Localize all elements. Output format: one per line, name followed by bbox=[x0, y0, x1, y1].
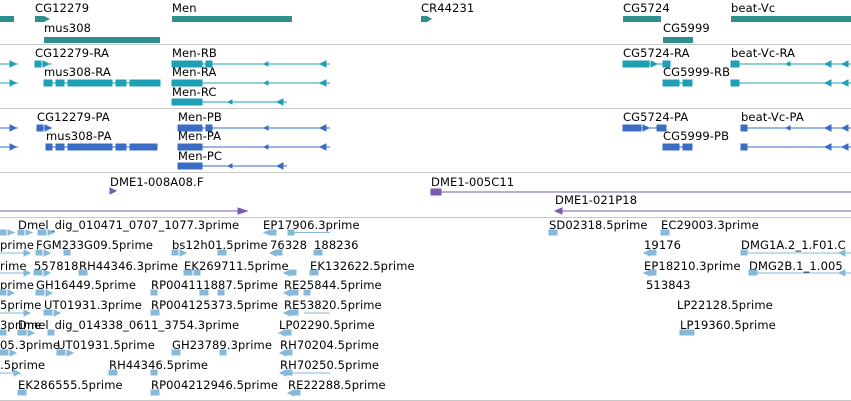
protein-label[interactable]: Men-PC bbox=[178, 149, 223, 163]
est-label[interactable]: 05.3prime bbox=[0, 338, 61, 352]
est-label[interactable]: FGM233G09.5prime bbox=[36, 238, 154, 252]
clone-label[interactable]: DME1-008A08.F bbox=[110, 175, 204, 189]
est-label[interactable]: RH44346.3prime bbox=[79, 259, 179, 273]
est-label[interactable]: UT01931.3prime bbox=[44, 298, 142, 312]
est-label[interactable]: 76328 bbox=[270, 238, 308, 252]
est-label[interactable]: Dmel_dig_014338_0611_3754.3prime bbox=[18, 318, 240, 332]
transcript-glyphs[interactable] bbox=[0, 45, 851, 108]
gene-label[interactable]: CG12279 bbox=[35, 1, 90, 15]
est-label[interactable]: EK286555.5prime bbox=[18, 378, 123, 392]
clone-label[interactable]: DME1-005C11 bbox=[431, 175, 515, 189]
gene-label[interactable]: CG5724 bbox=[623, 1, 670, 15]
gene-label[interactable]: Men bbox=[172, 1, 197, 15]
est-label[interactable]: SD02318.5prime bbox=[549, 218, 648, 232]
clone-label[interactable]: DME1-021P18 bbox=[555, 193, 638, 207]
est-glyphs[interactable] bbox=[0, 218, 851, 401]
clone-glyphs[interactable] bbox=[0, 173, 851, 217]
est-label[interactable]: EP17906.3prime bbox=[263, 218, 360, 232]
est-label[interactable]: EC29003.3prime bbox=[661, 218, 759, 232]
est-label[interactable]: EK269711.5prime bbox=[184, 259, 289, 273]
est-label[interactable]: RP004212946.5prime bbox=[151, 378, 279, 392]
gene-label[interactable]: mus308 bbox=[44, 21, 92, 35]
transcript-label[interactable]: mus308-RA bbox=[44, 65, 111, 79]
est-label[interactable]: .5prime bbox=[0, 358, 46, 372]
est-label[interactable]: RE22288.5prime bbox=[288, 378, 386, 392]
est-label[interactable]: GH16449.5prime bbox=[36, 278, 137, 292]
est-label[interactable]: RH44346.5prime bbox=[109, 358, 209, 372]
protein-label[interactable]: Men-PB bbox=[178, 110, 222, 124]
est-label[interactable]: RE25844.5prime bbox=[284, 278, 382, 292]
track-separator bbox=[0, 44, 851, 45]
est-label[interactable]: bs12h01.5prime bbox=[172, 238, 268, 252]
protein-label[interactable]: CG12279-PA bbox=[37, 110, 110, 124]
transcript-label[interactable]: Men-RB bbox=[172, 46, 217, 60]
est-label[interactable]: GH23789.3prime bbox=[172, 338, 273, 352]
protein-label[interactable]: Men-PA bbox=[178, 129, 222, 143]
est-label[interactable]: 557818 bbox=[34, 259, 79, 273]
est-label[interactable]: 19176 bbox=[644, 238, 682, 252]
est-label[interactable]: LP02290.5prime bbox=[279, 318, 375, 332]
transcript-label[interactable]: CG12279-RA bbox=[35, 46, 110, 60]
genes-track: CG12279 Men CR44231 CG5724 beat-Vc mus30… bbox=[0, 0, 851, 44]
est-label[interactable]: LP22128.5prime bbox=[677, 298, 773, 312]
est-label[interactable]: RP004125373.5prime bbox=[151, 298, 279, 312]
gene-label[interactable]: CR44231 bbox=[421, 1, 475, 15]
est-label[interactable]: RE53820.5prime bbox=[284, 298, 382, 312]
est-label[interactable]: DMG2B.1_1.005 bbox=[749, 259, 843, 273]
est-label[interactable]: RH70250.5prime bbox=[280, 358, 380, 372]
est-label[interactable]: 188236 bbox=[314, 238, 359, 252]
transcript-label[interactable]: Men-RC bbox=[172, 85, 217, 99]
est-label[interactable]: EK132622.5prime bbox=[310, 259, 415, 273]
est-label[interactable]: RH70204.5prime bbox=[280, 338, 380, 352]
est-label[interactable]: EP18210.3prime bbox=[644, 259, 741, 273]
est-label[interactable]: 513843 bbox=[646, 278, 691, 292]
track-separator bbox=[0, 108, 851, 109]
est-label[interactable]: 5prime bbox=[0, 298, 42, 312]
transcript-label[interactable]: Men-RA bbox=[172, 65, 217, 79]
protein-label[interactable]: beat-Vc-PA bbox=[741, 110, 804, 124]
transcript-label[interactable]: beat-Vc-RA bbox=[731, 46, 796, 60]
est-label[interactable]: RP004111887.5prime bbox=[151, 278, 279, 292]
mrna-track: CG12279-RA Men-RB CG5724-RA beat-Vc-RA m… bbox=[0, 45, 851, 108]
protein-label[interactable]: CG5999-PB bbox=[663, 129, 730, 143]
est-label[interactable]: 3prime bbox=[0, 318, 42, 332]
est-label[interactable]: prime bbox=[0, 238, 35, 252]
protein-track: CG12279-PA Men-PB CG5724-PA beat-Vc-PA m… bbox=[0, 109, 851, 172]
est-label[interactable]: Dmel_dig_010471_0707_1077.3prime bbox=[18, 218, 240, 232]
track-separator bbox=[0, 172, 851, 173]
transcript-label[interactable]: CG5724-RA bbox=[623, 46, 690, 60]
est-label[interactable]: DMG1A.2_1.F01.C bbox=[741, 238, 846, 252]
transcript-label[interactable]: CG5999-RB bbox=[663, 65, 731, 79]
clone-track: DME1-008A08.F DME1-005C11 DME1-021P18 bbox=[0, 173, 851, 217]
gene-glyphs[interactable] bbox=[0, 0, 851, 44]
est-label[interactable]: prime bbox=[0, 278, 35, 292]
protein-glyphs[interactable] bbox=[0, 109, 851, 172]
gene-label[interactable]: beat-Vc bbox=[731, 1, 776, 15]
track-separator bbox=[0, 217, 851, 218]
est-label[interactable]: LP19360.5prime bbox=[680, 318, 776, 332]
est-label[interactable]: rime bbox=[0, 259, 27, 273]
protein-label[interactable]: CG5724-PA bbox=[623, 110, 689, 124]
est-track: Dmel_dig_010471_0707_1077.3prime EP17906… bbox=[0, 218, 851, 401]
est-label[interactable]: UT01931.5prime bbox=[57, 338, 155, 352]
protein-label[interactable]: mus308-PA bbox=[46, 129, 112, 143]
gene-label[interactable]: CG5999 bbox=[663, 21, 710, 35]
